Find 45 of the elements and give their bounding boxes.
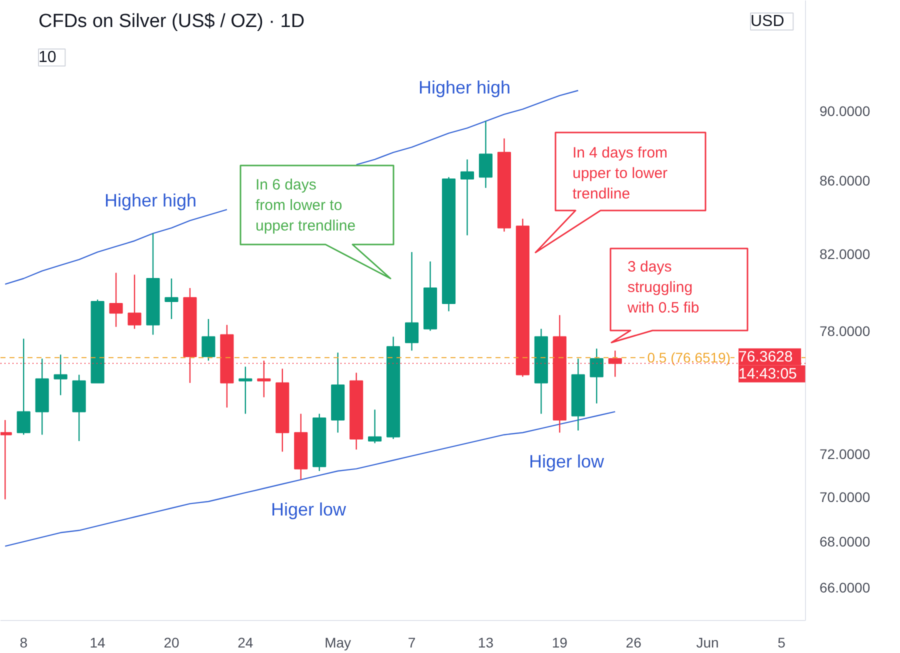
x-tick-label: 19: [552, 634, 568, 650]
text: CFDs on Silver (US$ / OZ) · 1D: [38, 11, 305, 32]
x-tick-label: 14: [90, 634, 106, 650]
candlestick: [590, 348, 604, 404]
candlestick: [109, 272, 123, 328]
annotation: In 6 days from lower to upper trendline: [256, 176, 356, 234]
x-tick-label: 8: [20, 634, 28, 650]
x-tick-label: Jun: [696, 634, 719, 650]
x-tick-label: May: [324, 634, 352, 650]
annotation: In 4 days from upper to lower trendline: [572, 144, 668, 202]
x-tick-label: 20: [164, 634, 180, 650]
y-tick-label: 66.0000: [820, 580, 870, 596]
annotation: Higer low: [528, 452, 606, 472]
x-tick-label: 5: [778, 634, 786, 650]
y-tick-label: 82.0000: [820, 246, 870, 262]
annotation: Higher high: [104, 190, 197, 210]
annotation: Higer low: [270, 500, 348, 520]
candlestick: [128, 274, 142, 330]
annotation: 10: [38, 49, 56, 66]
y-tick-label: 68.0000: [820, 534, 870, 550]
x-tick-label: 24: [238, 634, 254, 650]
x-tick-label: 13: [478, 634, 494, 650]
candlestick: [164, 278, 178, 320]
line-series: [4, 411, 616, 547]
candlestick: [368, 409, 382, 444]
x-tick-label: 7: [408, 634, 416, 650]
candlestick: [478, 120, 493, 188]
y-tick-label: 70.0000: [820, 489, 870, 506]
y-tick-label: 86.0000: [820, 172, 870, 189]
candlestick: [238, 366, 252, 414]
annotation: Higher high: [418, 78, 511, 98]
y-tick-label: 90.0000: [820, 102, 870, 119]
annotation: 3 days struggling with 0.5 fib: [626, 258, 700, 316]
annotation: 14:43:05: [738, 365, 797, 382]
annotation: USD: [750, 13, 784, 30]
candlestick: [202, 318, 216, 362]
ref-line-label: 0.5 (76.6519): [647, 350, 731, 366]
y-tick-label: 72.0000: [820, 446, 870, 462]
candlestick: [460, 158, 474, 236]
candlestick: [16, 338, 30, 436]
y-tick-label: 78.0000: [820, 322, 870, 339]
ref-line-label: 76.3628: [738, 348, 793, 366]
x-tick-label: 26: [626, 634, 642, 650]
candlestick: [404, 251, 419, 352]
candlestick: [54, 354, 68, 396]
